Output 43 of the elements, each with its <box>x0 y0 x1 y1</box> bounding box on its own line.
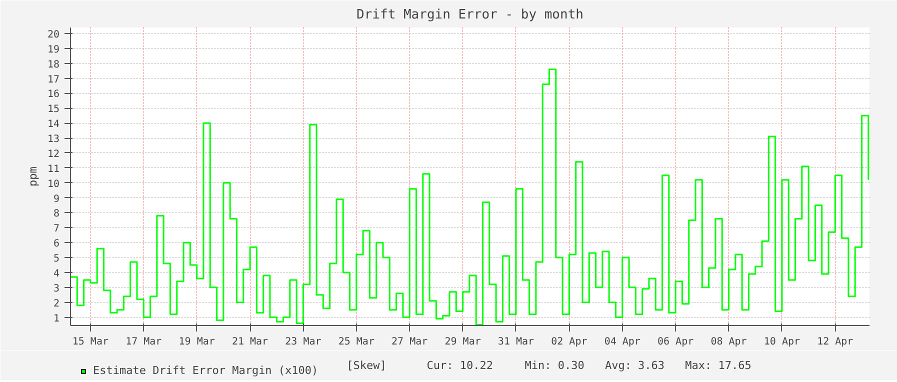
x-tick-label: 17 Mar <box>126 336 162 348</box>
y-tick-label: 1 <box>53 313 60 324</box>
y-tick-label: 5 <box>53 254 60 265</box>
x-tick-label: 31 Mar <box>498 336 534 348</box>
x-tick-label: 04 Apr <box>604 336 640 348</box>
text: Avg: 3.63 <box>604 359 665 372</box>
y-tick-label: 9 <box>53 194 60 205</box>
y-tick-label: 10 <box>47 178 60 190</box>
x-tick-label: 12 Apr <box>817 336 854 348</box>
y-tick-label: 8 <box>53 208 60 220</box>
y-tick-label: 13 <box>47 134 60 146</box>
legend-label: Estimate Drift Error Margin (x100) <box>93 364 318 377</box>
text: Max: 17.65 <box>685 359 752 372</box>
x-tick-label: 25 Mar <box>338 336 374 348</box>
x-tick-label: 29 Mar <box>444 336 481 348</box>
x-tick-label: 19 Mar <box>178 336 215 348</box>
y-tick-label: 20 <box>47 29 60 40</box>
y-tick-label: 16 <box>47 89 60 100</box>
y-tick-label: 17 <box>47 74 60 86</box>
text: Cur: 10.22 <box>426 359 494 372</box>
text: Min: 0.30 <box>524 359 584 372</box>
y-tick-label: 2 <box>53 298 60 310</box>
text: [Skew] <box>346 359 386 372</box>
y-tick-label: 18 <box>47 59 60 70</box>
y-axis-title: ppm <box>26 166 40 186</box>
y-tick-label: 19 <box>47 44 60 56</box>
y-tick-label: 11 <box>47 164 60 175</box>
x-tick-label: 02 Apr <box>551 336 588 348</box>
x-tick-label: 08 Apr <box>710 336 747 348</box>
y-tick-label: 4 <box>53 268 60 280</box>
chart-title: Drift Margin Error - by month <box>356 8 584 22</box>
y-tick-label: 7 <box>53 224 60 235</box>
x-tick-label: 21 Mar <box>232 336 268 348</box>
y-tick-label: 3 <box>53 283 60 294</box>
y-tick-label: 15 <box>47 104 60 116</box>
x-tick-label: 15 Mar <box>72 336 109 348</box>
x-tick-label: 06 Apr <box>658 336 694 348</box>
x-tick-label: 27 Mar <box>392 336 428 348</box>
y-tick-label: 6 <box>53 238 60 250</box>
y-tick-label: 12 <box>47 148 60 160</box>
x-tick-label: 23 Mar <box>285 336 322 348</box>
x-tick-label: 10 Apr <box>764 336 800 348</box>
y-tick-label: 14 <box>47 119 60 130</box>
